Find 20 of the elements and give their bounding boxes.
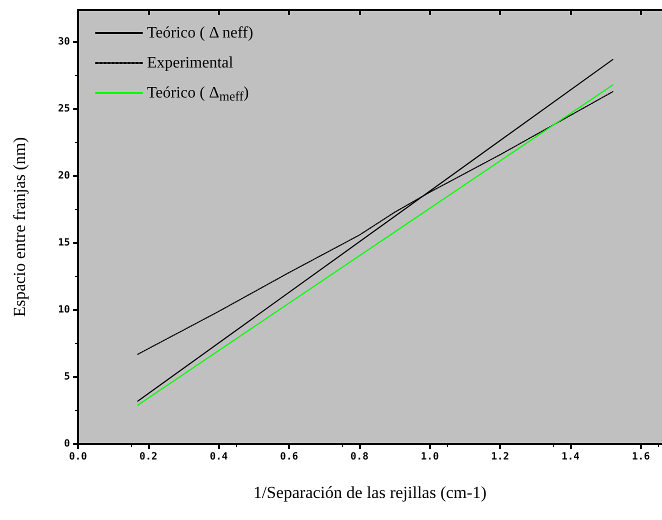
x-axis-title: 1/Separación de las rejillas (cm-1) [253, 483, 487, 502]
x-tick-label: 1.0 [420, 452, 439, 462]
x-tick-label: 0.2 [139, 452, 158, 462]
x-tick-label: 0.6 [280, 452, 298, 462]
y-tick-label: 0 [64, 438, 70, 450]
x-tick-label: 1.2 [491, 452, 510, 462]
x-tick-label: 1.4 [562, 452, 580, 462]
y-tick-label: 10 [58, 304, 70, 316]
y-tick-label: 15 [58, 238, 70, 249]
x-tick-label: 0.4 [210, 452, 228, 462]
legend-label: Experimental [147, 54, 234, 72]
y-tick-label: 25 [58, 104, 70, 115]
legend-label: Teórico ( Δ neff) [147, 24, 254, 42]
y-axis-title: Espacio entre franjas (nm) [10, 137, 29, 317]
y-tick-label: 20 [58, 170, 70, 182]
y-tick-label: 5 [64, 372, 70, 383]
x-tick-label: 1.6 [632, 452, 650, 462]
x-tick-label: 0.0 [68, 452, 88, 462]
x-tick-label: 0.8 [350, 452, 368, 462]
y-tick-label: 30 [58, 36, 70, 48]
